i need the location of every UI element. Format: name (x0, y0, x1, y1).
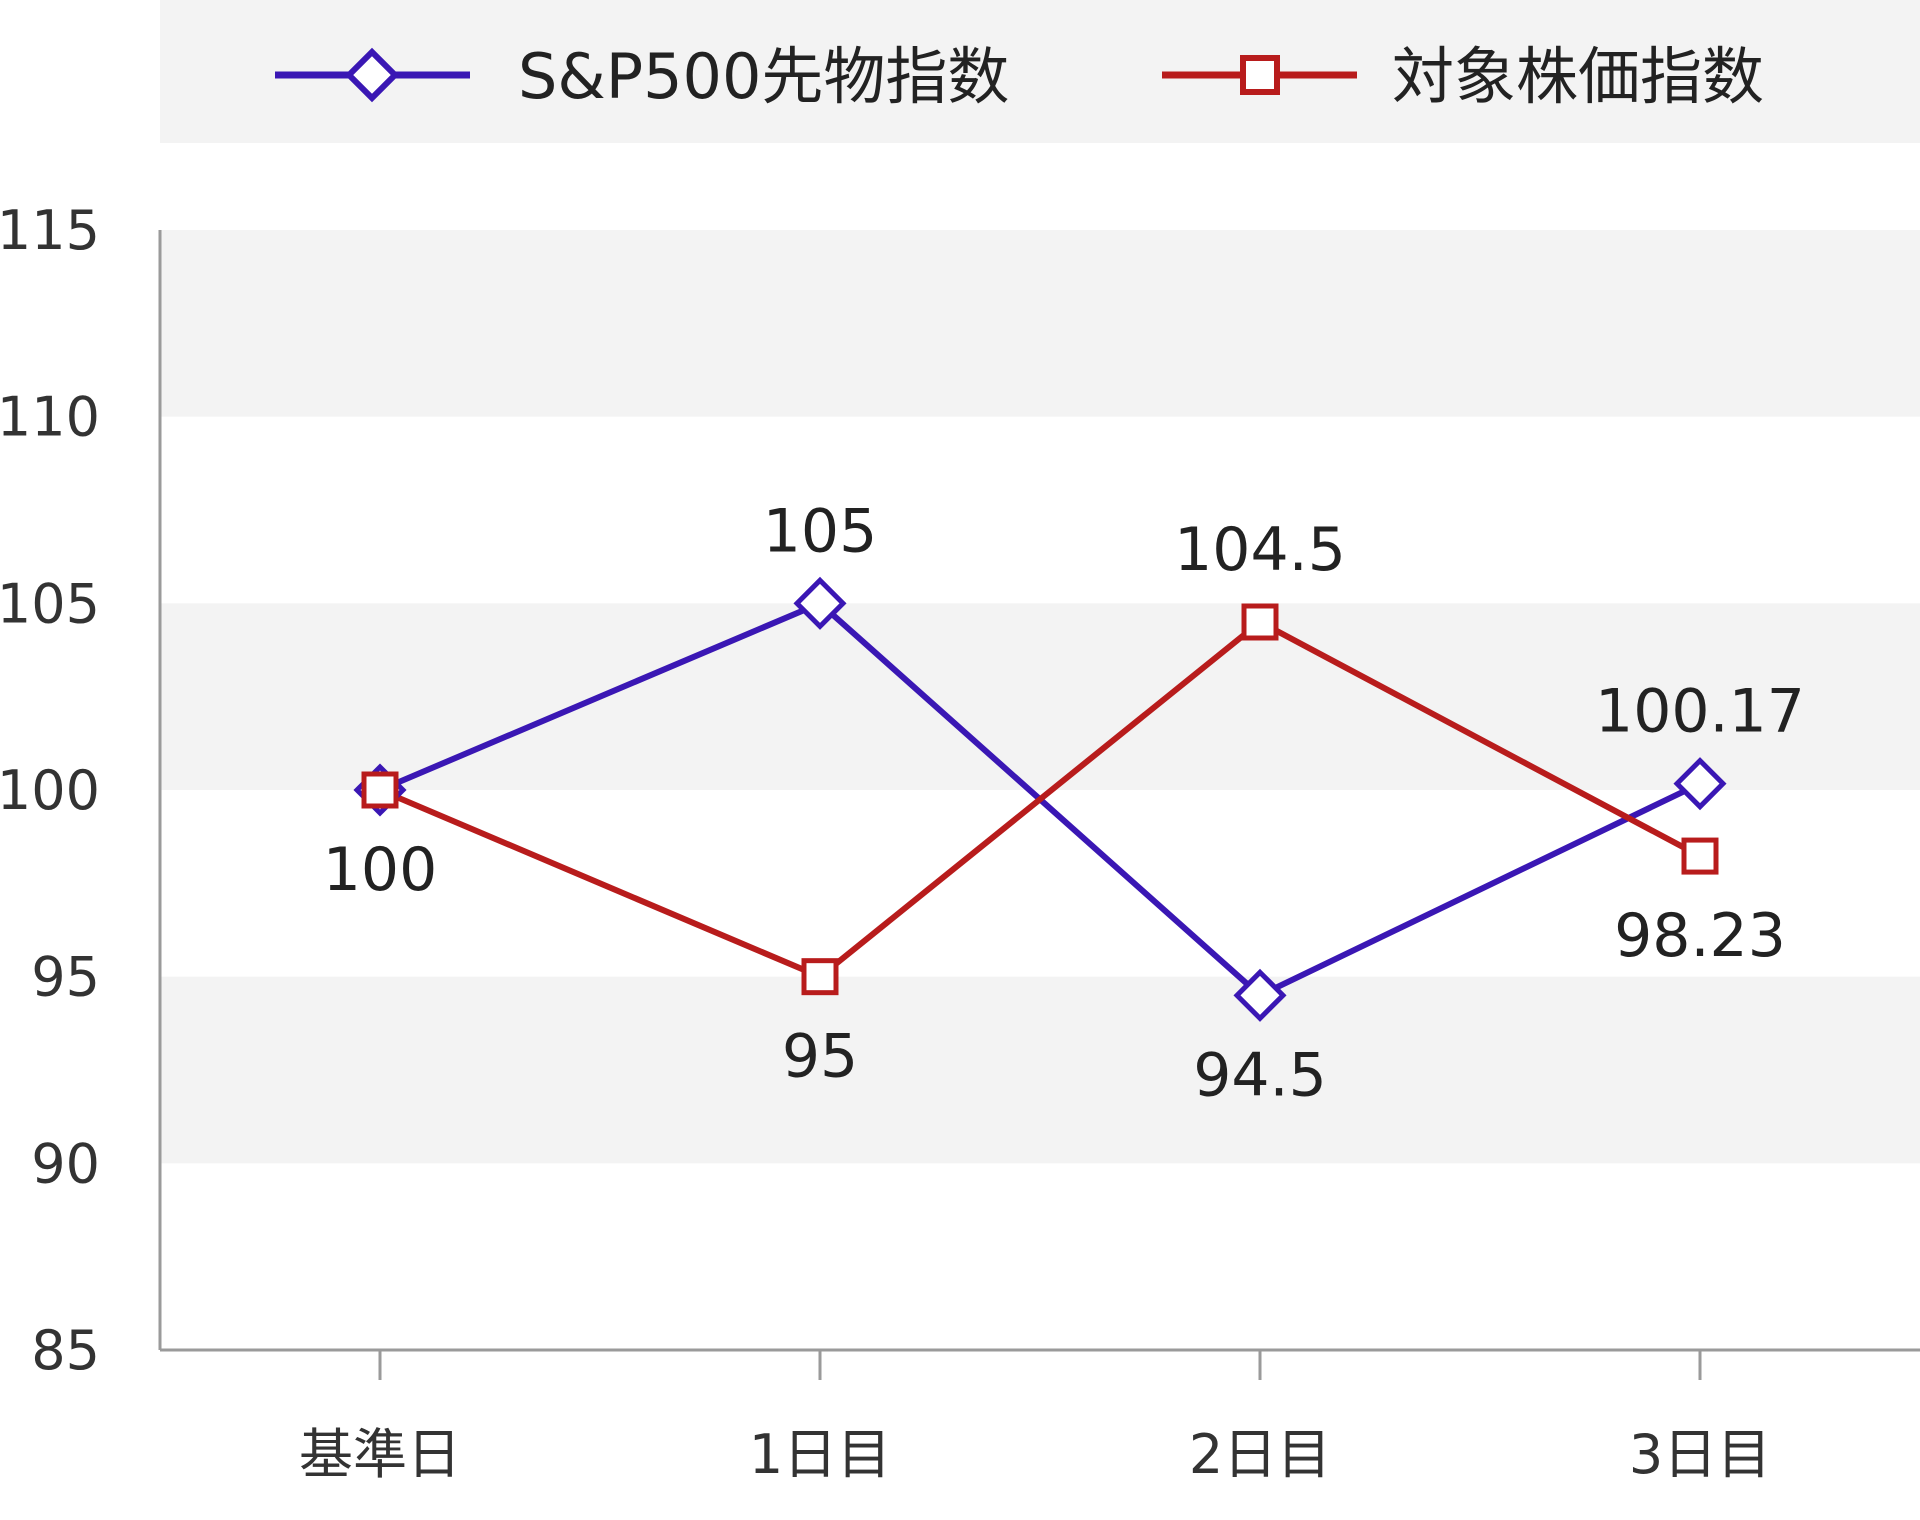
legend-marker-target-index (1240, 55, 1280, 95)
chart-legend: S&P500先物指数 対象株価指数 (275, 40, 1764, 113)
x-tick-label: 基準日 (299, 1423, 461, 1486)
y-axis-ticks: 85 90 95 100 105 110 115 (0, 199, 100, 1382)
data-labels: 105 94.5 100.17 100 95 104.5 98.23 (323, 496, 1805, 1110)
series-point (1673, 757, 1727, 811)
series-point (793, 576, 847, 630)
x-tick-label: 2日目 (1189, 1423, 1331, 1486)
chart-axes (158, 230, 1920, 1352)
legend-label-sp500: S&P500先物指数 (518, 40, 1009, 113)
legend-marker-sp500 (344, 47, 400, 103)
x-axis-ticks: 基準日 1日目 2日目 3日目 (299, 1350, 1771, 1486)
chart-series (353, 576, 1727, 1022)
series-point (1233, 968, 1287, 1022)
data-label: 95 (782, 1022, 858, 1092)
series-point (801, 958, 839, 996)
legend-label-target-index: 対象株価指数 (1392, 40, 1764, 113)
legend-item-sp500[interactable]: S&P500先物指数 (275, 40, 1009, 113)
y-tick-label: 90 (31, 1132, 100, 1195)
data-label: 105 (763, 496, 878, 566)
y-tick-label: 115 (0, 199, 100, 262)
data-label: 100 (323, 835, 438, 905)
plot-band (160, 230, 1920, 417)
y-tick-label: 110 (0, 386, 100, 449)
x-tick-label: 1日目 (749, 1423, 891, 1486)
y-tick-label: 95 (31, 946, 100, 1009)
plot-bands (160, 230, 1920, 1164)
data-label: 100.17 (1595, 677, 1805, 747)
data-label: 104.5 (1174, 515, 1346, 585)
series-point (1681, 837, 1719, 875)
series-line (378, 619, 1702, 980)
series-point (1241, 603, 1279, 641)
plot-band (160, 976, 1920, 1164)
x-tick-label: 3日目 (1629, 1423, 1771, 1486)
data-label: 94.5 (1193, 1040, 1327, 1110)
y-tick-label: 105 (0, 572, 100, 635)
series-point (361, 771, 399, 809)
y-tick-label: 85 (31, 1319, 100, 1382)
data-label: 98.23 (1614, 901, 1786, 971)
legend-item-target-index[interactable]: 対象株価指数 (1162, 40, 1764, 113)
y-tick-label: 100 (0, 759, 100, 822)
